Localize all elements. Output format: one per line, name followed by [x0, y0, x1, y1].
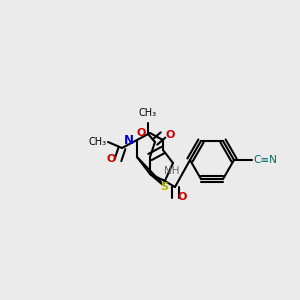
Text: O: O: [136, 128, 146, 138]
Text: O: O: [106, 154, 116, 164]
Text: S: S: [160, 182, 168, 192]
Text: O: O: [178, 192, 188, 202]
Text: NH: NH: [164, 166, 179, 176]
Text: O: O: [165, 130, 174, 140]
Text: CH₃: CH₃: [139, 108, 157, 118]
Text: N: N: [124, 134, 134, 146]
Text: C≡N: C≡N: [253, 155, 277, 165]
Text: CH₃: CH₃: [89, 137, 107, 147]
